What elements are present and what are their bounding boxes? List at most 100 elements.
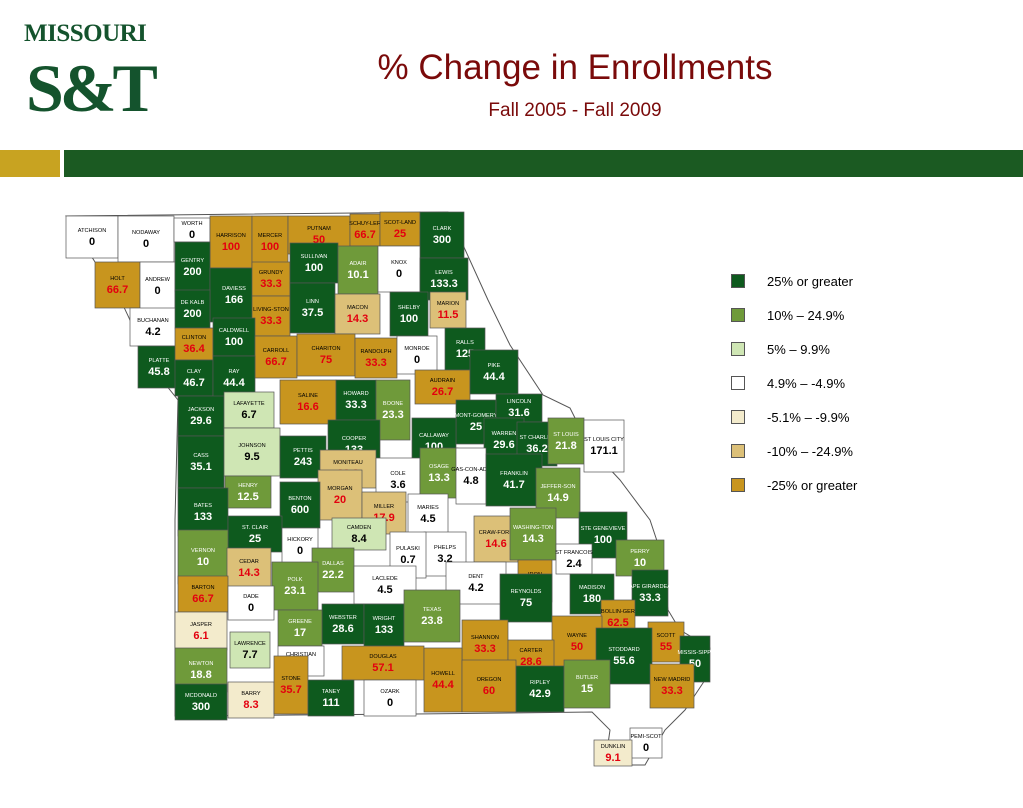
county-name: COOPER bbox=[342, 436, 366, 442]
county-name: JEFFER-SON bbox=[540, 484, 575, 490]
county-value: 100 bbox=[225, 336, 243, 348]
county-name: CLARK bbox=[433, 226, 452, 232]
county-value: 9.5 bbox=[244, 451, 259, 463]
county-shape bbox=[137, 345, 181, 389]
county: LAWRENCE 7.7 bbox=[229, 631, 271, 669]
header-green-bar bbox=[64, 150, 1023, 177]
county-value: 10 bbox=[197, 556, 209, 568]
county: DOUGLAS 57.1 bbox=[341, 645, 425, 681]
county-shape bbox=[139, 261, 176, 311]
county-shape bbox=[251, 261, 291, 297]
legend-label: -25% or greater bbox=[767, 478, 858, 493]
county-name: CALLAWAY bbox=[419, 433, 449, 439]
county: CARROLL 66.7 bbox=[254, 335, 298, 379]
county-name: LACLEDE bbox=[372, 576, 398, 582]
county-value: 243 bbox=[294, 456, 312, 468]
county-shape bbox=[173, 217, 211, 243]
county-value: 14.3 bbox=[347, 313, 368, 325]
county: DADE 0 bbox=[227, 585, 275, 621]
county-value: 0 bbox=[414, 354, 420, 366]
county: POLK 23.1 bbox=[271, 561, 319, 611]
county-name: DALLAS bbox=[322, 561, 344, 567]
county-name: CAMDEN bbox=[347, 525, 371, 531]
county-name: SALINE bbox=[298, 393, 318, 399]
legend-swatch bbox=[731, 478, 745, 492]
county-name: OREGON bbox=[477, 677, 502, 683]
university-logo: MISSOURI S&T bbox=[24, 20, 159, 130]
county-value: 0.7 bbox=[400, 554, 415, 566]
county: BARTON 66.7 bbox=[177, 575, 229, 613]
county: GENTRY 200 bbox=[174, 241, 211, 293]
county-name: BARTON bbox=[191, 585, 214, 591]
county: AUDRAIN 26.7 bbox=[414, 369, 471, 405]
county-shape bbox=[337, 245, 379, 295]
legend-swatch bbox=[731, 274, 745, 288]
county: CALDWELL 100 bbox=[212, 317, 256, 357]
county: SALINE 16.6 bbox=[279, 379, 337, 425]
county-name: LEWIS bbox=[435, 270, 453, 276]
logo-wordmark-bottom: S&T bbox=[26, 50, 158, 126]
county-name: PLATTE bbox=[149, 358, 170, 364]
county-name: STONE bbox=[281, 676, 300, 682]
county-name: MILLER bbox=[374, 504, 394, 510]
county: HARRISON 100 bbox=[209, 215, 253, 269]
county-value: 133.3 bbox=[430, 278, 458, 290]
county-shape bbox=[279, 481, 321, 529]
county-value: 46.7 bbox=[183, 377, 204, 389]
county: BUCHANAN 4.2 bbox=[129, 307, 177, 347]
county-value: 180 bbox=[583, 593, 601, 605]
county-name: LINN bbox=[306, 299, 319, 305]
county-shape bbox=[227, 681, 275, 719]
county: WORTH 0 bbox=[173, 217, 211, 243]
county-shape bbox=[403, 589, 461, 643]
county: DAVIESS 166 bbox=[209, 267, 259, 323]
county-value: 0 bbox=[154, 285, 160, 297]
county-name: CALDWELL bbox=[219, 328, 249, 334]
county-shape bbox=[209, 215, 253, 269]
county-value: 25 bbox=[394, 228, 406, 240]
legend-item: 4.9% – -4.9% bbox=[731, 374, 931, 394]
county: OREGON 60 bbox=[461, 659, 517, 713]
county-value: 133 bbox=[194, 511, 212, 523]
county-name: ADAIR bbox=[349, 261, 366, 267]
county-value: 6.1 bbox=[193, 630, 208, 642]
county-name: WASHING-TON bbox=[513, 525, 553, 531]
county-name: HOWARD bbox=[343, 391, 368, 397]
county-shape bbox=[334, 293, 381, 335]
county: MCDONALD 300 bbox=[174, 683, 228, 721]
county: WRIGHT 133 bbox=[363, 603, 405, 647]
county: CAMDEN 8.4 bbox=[331, 517, 387, 551]
county-name: OSAGE bbox=[429, 464, 449, 470]
county-value: 33.3 bbox=[365, 357, 386, 369]
county: REYNOLDS 75 bbox=[499, 573, 553, 623]
county-name: SCOT-LAND bbox=[384, 220, 416, 226]
county-name: MADISON bbox=[579, 585, 605, 591]
county-name: ST LOUIS CITY bbox=[584, 437, 624, 443]
county-name: HENRY bbox=[238, 483, 258, 489]
county-shape bbox=[65, 215, 119, 259]
county-value: 29.6 bbox=[190, 415, 211, 427]
legend-label: -10% – -24.9% bbox=[767, 444, 853, 459]
county-name: DENT bbox=[468, 574, 484, 580]
county: HOLT 66.7 bbox=[94, 261, 141, 309]
county: STONE 35.7 bbox=[273, 655, 309, 715]
county-name: CLINTON bbox=[182, 335, 206, 341]
legend-label: -5.1% – -9.9% bbox=[767, 410, 850, 425]
county: HOWARD 33.3 bbox=[335, 379, 377, 421]
county-value: 14.3 bbox=[238, 567, 259, 579]
county-value: 55.6 bbox=[613, 655, 634, 667]
county-name: WORTH bbox=[181, 221, 202, 227]
county: MARIES 4.5 bbox=[407, 493, 449, 535]
county-shape bbox=[563, 659, 611, 709]
county: SULLIVAN 100 bbox=[289, 242, 339, 284]
county-shape bbox=[363, 603, 405, 647]
county-value: 15 bbox=[581, 683, 593, 695]
county: FRANKLIN 41.7 bbox=[485, 453, 543, 507]
county: JOHNSON 9.5 bbox=[223, 427, 281, 477]
county: ST FRANCOIS 2.4 bbox=[555, 543, 593, 575]
county-shape bbox=[375, 379, 411, 441]
county-name: MACON bbox=[347, 305, 368, 311]
county-shape bbox=[647, 621, 685, 663]
county-shape bbox=[174, 359, 214, 397]
county-value: 600 bbox=[291, 504, 309, 516]
